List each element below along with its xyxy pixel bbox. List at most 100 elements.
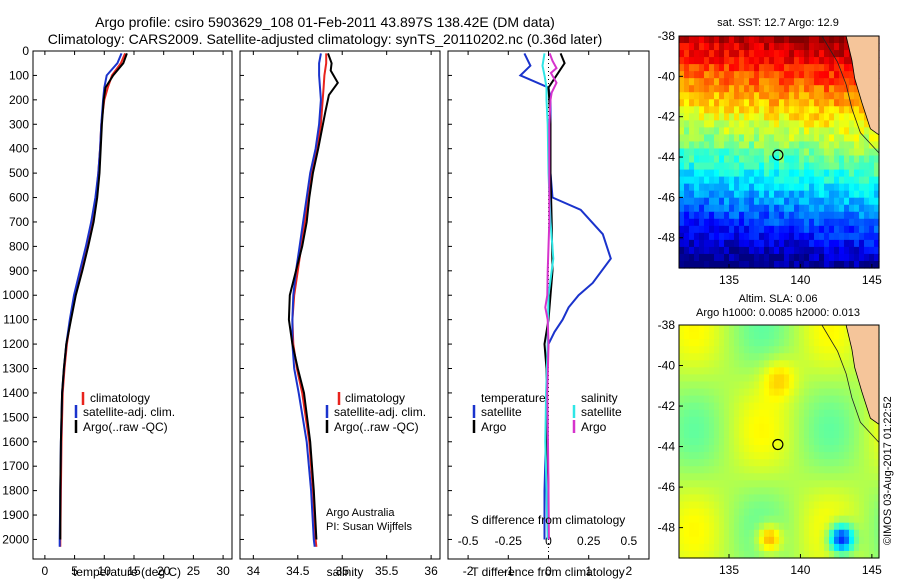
y-tick-label: 1400 bbox=[2, 386, 29, 400]
map-cell bbox=[874, 204, 880, 213]
map-cell bbox=[849, 169, 855, 178]
figure-title-line2: Climatology: CARS2009. Satellite-adjuste… bbox=[47, 31, 603, 47]
map-cell bbox=[764, 473, 770, 481]
map-cell bbox=[759, 381, 765, 390]
map-cell bbox=[804, 536, 810, 545]
map-cell bbox=[829, 232, 835, 241]
map-cell bbox=[719, 452, 725, 460]
map-cell bbox=[754, 92, 760, 100]
map-cell bbox=[829, 388, 835, 397]
map-cell bbox=[774, 99, 780, 107]
map-cell bbox=[799, 515, 805, 524]
map-cell bbox=[744, 367, 750, 376]
map-cell bbox=[754, 325, 760, 333]
map-cell bbox=[719, 501, 725, 510]
map-cell bbox=[704, 134, 710, 143]
map-cell bbox=[759, 64, 765, 72]
map-cell bbox=[854, 232, 860, 241]
map-cell bbox=[854, 106, 860, 114]
map-cell bbox=[859, 437, 865, 446]
map-cell bbox=[679, 85, 685, 93]
map-cell bbox=[714, 211, 720, 220]
map-cell bbox=[739, 388, 745, 397]
map-cell bbox=[689, 36, 695, 44]
map-cell bbox=[824, 190, 830, 199]
map-cell bbox=[729, 452, 735, 460]
map-cell bbox=[839, 85, 845, 93]
map-cell bbox=[734, 402, 740, 411]
map-cell bbox=[769, 71, 775, 79]
map-cell bbox=[774, 473, 780, 481]
map-cell bbox=[784, 127, 790, 136]
map-cell bbox=[769, 99, 775, 107]
map-cell bbox=[744, 339, 750, 347]
map-cell bbox=[824, 43, 830, 51]
map-cell bbox=[694, 452, 700, 460]
map-cell bbox=[759, 480, 765, 488]
map-cell bbox=[744, 155, 750, 164]
map-cell bbox=[719, 246, 725, 255]
map-cell bbox=[799, 437, 805, 446]
map-cell bbox=[774, 374, 780, 383]
map-cell bbox=[769, 246, 775, 255]
map-cell bbox=[739, 204, 745, 213]
map-cell bbox=[719, 36, 725, 44]
map-cell bbox=[844, 134, 850, 143]
y-tick-label: -44 bbox=[658, 150, 676, 164]
map-cell bbox=[819, 529, 825, 538]
map-cell bbox=[734, 162, 740, 171]
map-cell bbox=[739, 155, 745, 164]
map-cell bbox=[874, 162, 880, 171]
map-cell bbox=[859, 494, 865, 503]
map-cell bbox=[769, 43, 775, 51]
map-cell bbox=[834, 416, 840, 425]
map-cell bbox=[684, 253, 690, 262]
map-cell bbox=[804, 543, 810, 552]
map-cell bbox=[754, 466, 760, 474]
map-cell bbox=[849, 360, 855, 368]
map-cell bbox=[809, 120, 815, 128]
map-cell bbox=[769, 253, 775, 262]
map-cell bbox=[869, 232, 875, 241]
map-cell bbox=[734, 141, 740, 150]
map-cell bbox=[799, 487, 805, 496]
map-cell bbox=[754, 332, 760, 340]
map-cell bbox=[864, 232, 870, 241]
map-cell bbox=[849, 437, 855, 446]
map-cell bbox=[729, 473, 735, 481]
map-cell bbox=[869, 190, 875, 199]
map-cell bbox=[754, 508, 760, 517]
map-cell bbox=[729, 71, 735, 79]
map-cell bbox=[769, 332, 775, 340]
map-cell bbox=[839, 459, 845, 467]
salinity-xlabel: salinity bbox=[327, 565, 364, 579]
map-cell bbox=[804, 466, 810, 474]
map-cell bbox=[699, 148, 705, 157]
map-cell bbox=[834, 71, 840, 79]
map-cell bbox=[679, 64, 685, 72]
map-cell bbox=[699, 550, 705, 559]
map-cell bbox=[714, 141, 720, 150]
map-cell bbox=[854, 395, 860, 404]
map-cell bbox=[689, 43, 695, 51]
map-cell bbox=[704, 232, 710, 241]
map-cell bbox=[704, 64, 710, 72]
map-cell bbox=[679, 437, 685, 446]
map-cell bbox=[694, 459, 700, 467]
map-cell bbox=[844, 487, 850, 496]
map-cell bbox=[754, 141, 760, 150]
map-cell bbox=[784, 204, 790, 213]
map-cell bbox=[759, 78, 765, 86]
map-cell bbox=[819, 71, 825, 79]
map-cell bbox=[684, 494, 690, 503]
map-cell bbox=[749, 430, 755, 439]
map-cell bbox=[684, 218, 690, 227]
map-cell bbox=[789, 543, 795, 552]
map-cell bbox=[809, 423, 815, 432]
map-cell bbox=[839, 430, 845, 439]
map-cell bbox=[859, 190, 865, 199]
map-cell bbox=[809, 459, 815, 467]
map-cell bbox=[679, 346, 685, 354]
map-cell bbox=[704, 536, 710, 545]
